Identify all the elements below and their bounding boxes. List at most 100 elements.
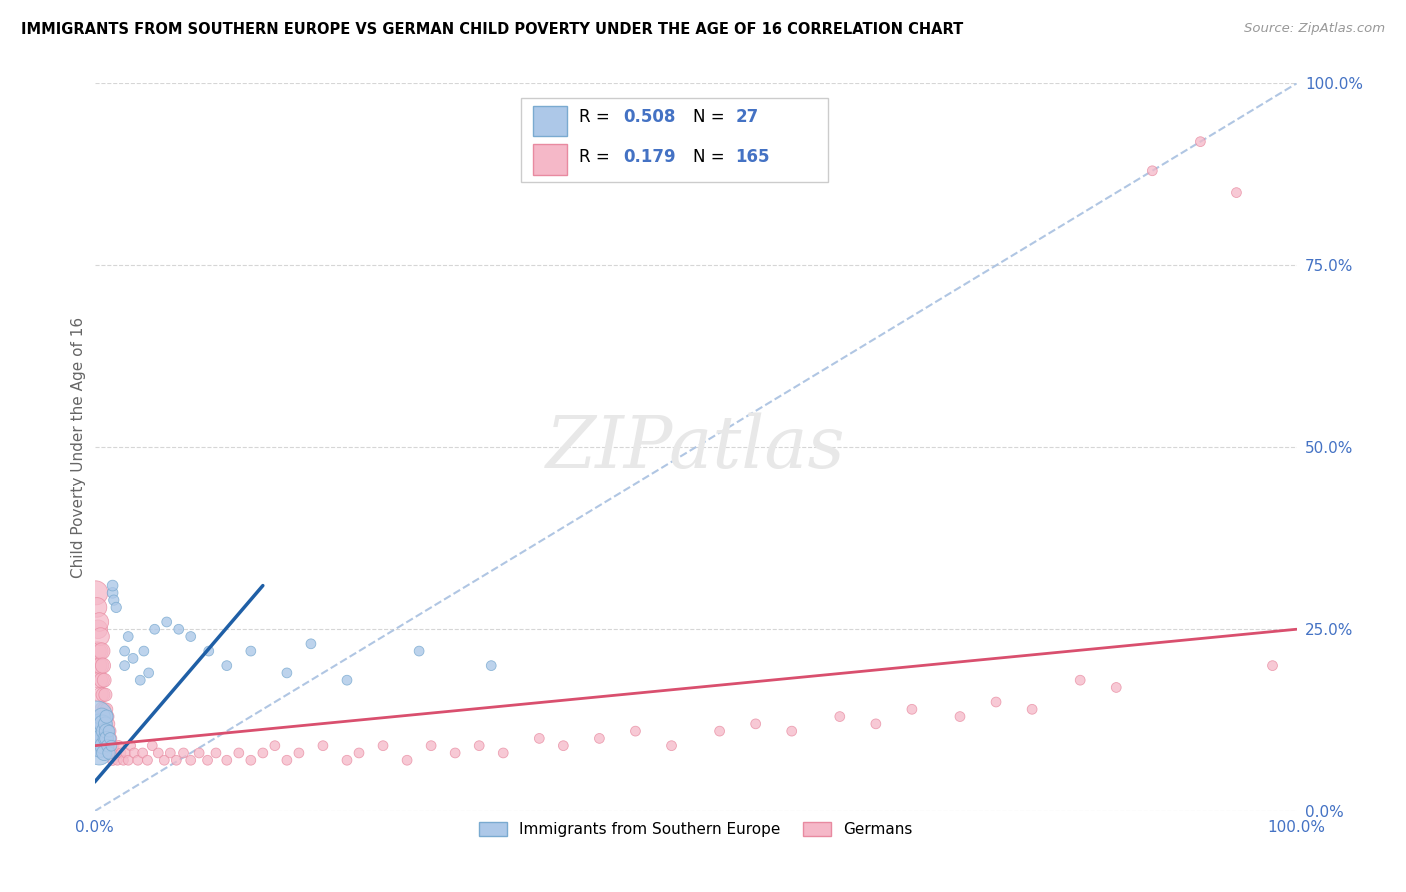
Point [167, 622, 190, 636]
Point [97, 739, 120, 753]
Point [96, 709, 118, 723]
Point [153, 753, 176, 767]
Text: 165: 165 [735, 147, 769, 166]
Point [90, 731, 112, 746]
Point [239, 753, 262, 767]
Point [1142, 163, 1164, 178]
Point [336, 753, 359, 767]
Point [180, 753, 202, 767]
Point [444, 746, 467, 760]
Point [420, 739, 443, 753]
Point [90, 702, 112, 716]
Point [239, 644, 262, 658]
Point [865, 716, 887, 731]
Point [288, 746, 311, 760]
Point [276, 665, 298, 680]
Point [93, 724, 115, 739]
Point [347, 746, 370, 760]
Point [86, 709, 108, 723]
Point [141, 739, 163, 753]
Point [228, 746, 250, 760]
Point [100, 746, 122, 760]
Point [215, 753, 238, 767]
Point [197, 644, 219, 658]
Point [114, 658, 136, 673]
Text: N =: N = [693, 108, 730, 127]
Point [96, 731, 118, 746]
Point [114, 644, 136, 658]
Point [299, 637, 322, 651]
Text: 27: 27 [735, 108, 758, 127]
Point [143, 622, 166, 636]
Text: ZIPatlas: ZIPatlas [546, 412, 845, 483]
Point [96, 739, 118, 753]
Text: 0.508: 0.508 [623, 108, 676, 127]
Point [94, 688, 117, 702]
Point [93, 746, 115, 760]
Legend: Immigrants from Southern Europe, Germans: Immigrants from Southern Europe, Germans [472, 816, 918, 844]
Point [529, 731, 551, 746]
Point [94, 731, 117, 746]
Point [148, 746, 170, 760]
Point [780, 724, 803, 739]
Point [205, 746, 228, 760]
Point [709, 724, 731, 739]
Point [173, 746, 195, 760]
Point [984, 695, 1007, 709]
Point [89, 644, 111, 658]
Point [90, 688, 112, 702]
Point [624, 724, 647, 739]
Point [98, 716, 121, 731]
Point [371, 739, 394, 753]
Point [101, 578, 124, 592]
Point [117, 753, 139, 767]
Point [114, 746, 136, 760]
Point [96, 702, 118, 716]
Point [100, 739, 122, 753]
Text: R =: R = [579, 147, 614, 166]
Point [120, 739, 142, 753]
Point [132, 644, 155, 658]
Point [90, 658, 112, 673]
Point [87, 658, 110, 673]
Point [197, 753, 219, 767]
Point [103, 739, 125, 753]
Point [828, 709, 851, 723]
Point [110, 746, 132, 760]
Point [138, 665, 160, 680]
Point [159, 746, 181, 760]
Point [408, 644, 430, 658]
Point [396, 753, 419, 767]
Text: N =: N = [693, 147, 730, 166]
Point [94, 716, 117, 731]
Point [127, 753, 149, 767]
Point [131, 746, 153, 760]
Point [89, 673, 111, 688]
Point [107, 739, 129, 753]
Point [96, 724, 118, 739]
Point [98, 746, 121, 760]
Point [117, 630, 139, 644]
Text: Source: ZipAtlas.com: Source: ZipAtlas.com [1244, 22, 1385, 36]
Point [98, 724, 121, 739]
Point [91, 688, 114, 702]
Point [100, 731, 122, 746]
Point [263, 739, 285, 753]
Point [93, 702, 115, 716]
Point [98, 746, 121, 760]
Point [188, 746, 211, 760]
Point [101, 739, 124, 753]
Point [136, 753, 159, 767]
Point [97, 731, 120, 746]
Point [90, 673, 112, 688]
Point [553, 739, 575, 753]
Point [479, 658, 502, 673]
FancyBboxPatch shape [533, 106, 567, 136]
FancyBboxPatch shape [533, 145, 567, 175]
Point [91, 709, 114, 723]
Point [105, 600, 128, 615]
Point [84, 586, 107, 600]
Point [87, 622, 110, 636]
Point [180, 630, 202, 644]
Point [588, 731, 610, 746]
